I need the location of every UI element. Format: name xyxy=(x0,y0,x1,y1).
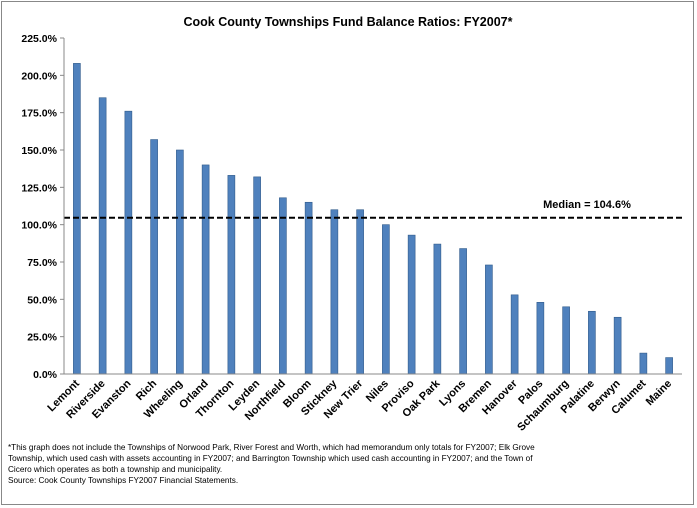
bar-hanover xyxy=(510,294,519,375)
bar-stickney xyxy=(330,209,339,375)
y-tick-label: 175.0% xyxy=(21,108,57,120)
y-tick-label: 75.0% xyxy=(27,257,57,269)
footnote-line: Cicero which operates as both a township… xyxy=(8,465,223,474)
y-axis-ticks: 0.0% 25.0% 50.0% 75.0% 100.0% 125.0% 150.0% 175… xyxy=(21,33,64,381)
bar-northfield xyxy=(279,197,287,375)
chart-title: Cook County Townships Fund Balance Ratio… xyxy=(184,15,513,29)
bar-palatine xyxy=(588,310,596,375)
bar-chart: Cook County Townships Fund Balance Ratio… xyxy=(21,15,685,434)
y-tick-label: 225.0% xyxy=(21,33,57,45)
bar-bremen xyxy=(485,264,493,375)
y-tick-label: 125.0% xyxy=(21,182,57,194)
bar-niles xyxy=(382,224,390,375)
bar-leyden xyxy=(253,176,261,375)
bar-rich xyxy=(150,139,158,375)
bar-calumet xyxy=(639,352,648,375)
bar-palos xyxy=(536,302,545,375)
y-tick-label: 0.0% xyxy=(33,369,58,381)
x-tick-label: Maine xyxy=(644,378,675,409)
bar-new-trier xyxy=(356,209,364,375)
footnote-line: *This graph does not include the Townshi… xyxy=(8,443,535,452)
footnote-source: Source: Cook County Townships FY2007 Fin… xyxy=(8,476,239,485)
bar-maine xyxy=(665,357,673,375)
y-tick-label: 200.0% xyxy=(21,70,57,82)
bar-orland xyxy=(201,164,210,375)
bar-schaumburg xyxy=(562,306,570,375)
bar-bloom xyxy=(304,201,313,375)
y-tick-label: 100.0% xyxy=(21,220,57,232)
y-tick-label: 50.0% xyxy=(27,294,57,306)
bar-thornton xyxy=(227,175,236,375)
median-label: Median = 104.6% xyxy=(543,199,631,211)
bar-proviso xyxy=(407,234,416,375)
bar-oak-park xyxy=(433,243,442,375)
bar-wheeling xyxy=(176,149,184,375)
y-tick-label: 25.0% xyxy=(27,332,57,344)
bar-riverside xyxy=(98,97,107,375)
bar-lyons xyxy=(459,248,467,375)
footnote: *This graph does not include the Townshi… xyxy=(8,442,690,486)
bar-evanston xyxy=(124,110,133,375)
bar-berwyn xyxy=(613,316,622,375)
footnote-line: Township, which used cash with assets ac… xyxy=(8,454,533,463)
y-tick-label: 150.0% xyxy=(21,145,57,157)
